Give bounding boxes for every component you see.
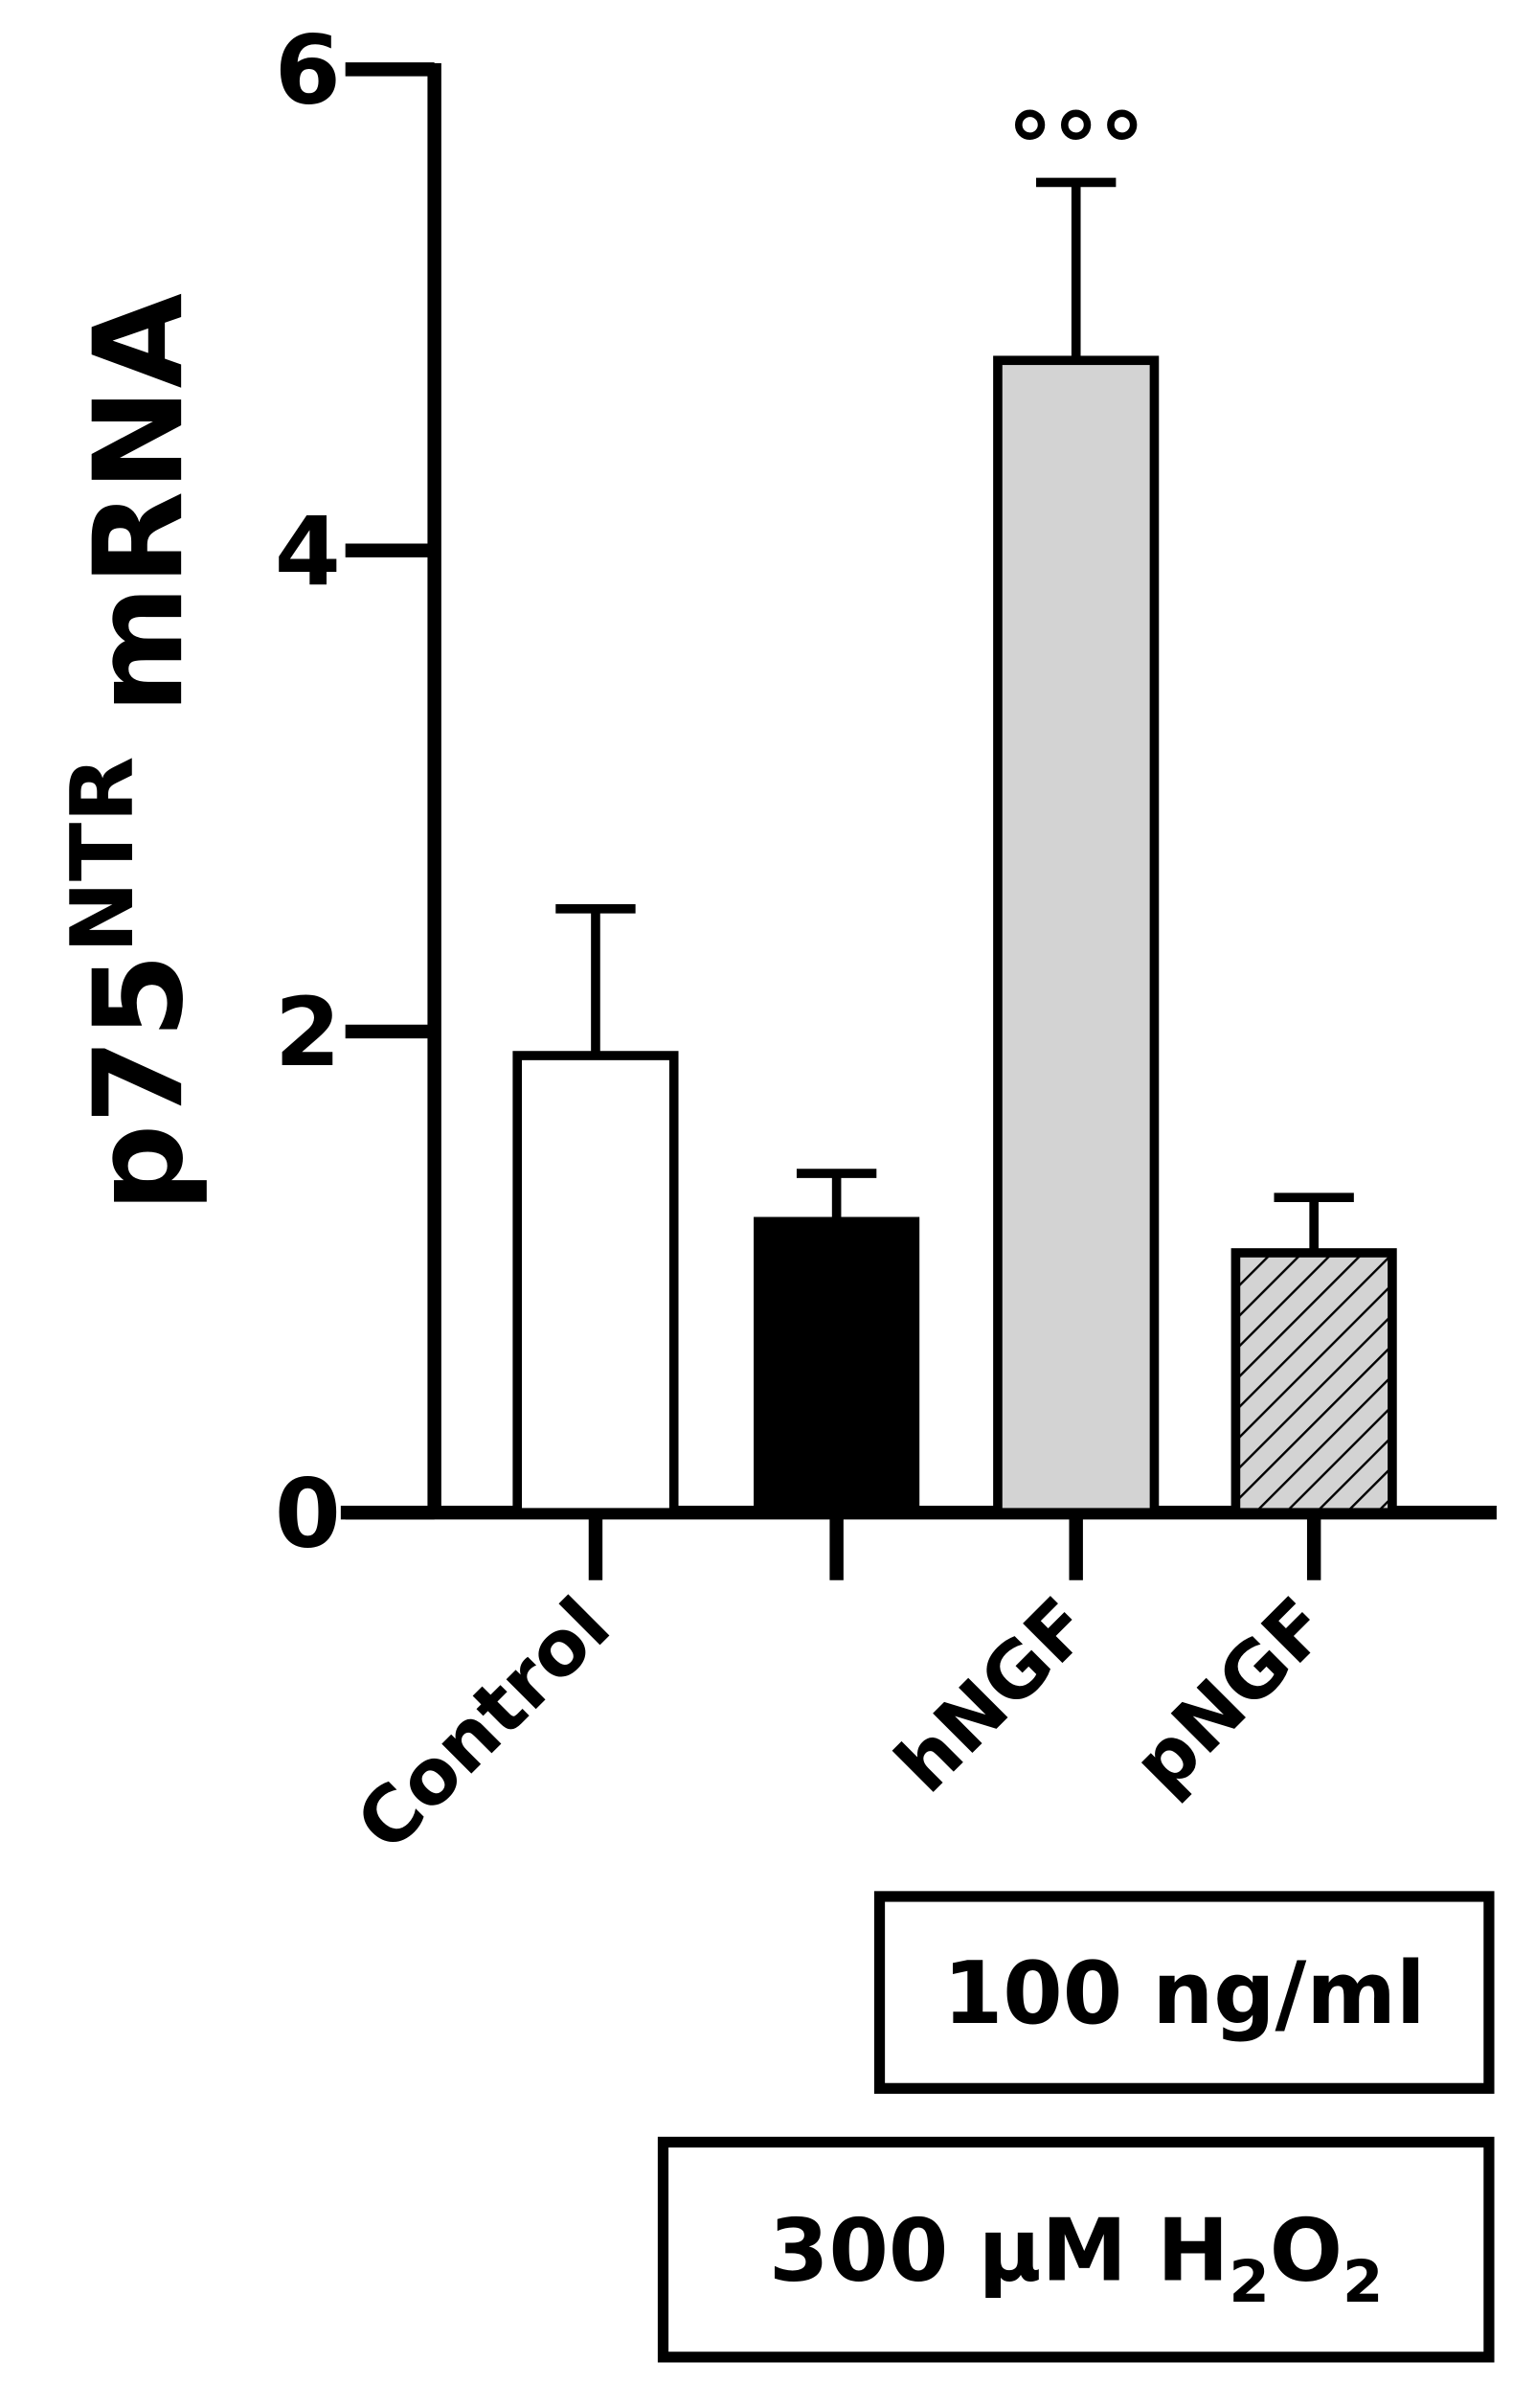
condition-part: 2	[1229, 2248, 1269, 2316]
bar	[754, 1216, 920, 1518]
y-tick-label: 0	[275, 1459, 341, 1569]
condition-part: 2	[1343, 2248, 1383, 2316]
bar	[512, 1051, 679, 1518]
condition-part: O	[1270, 2202, 1343, 2302]
x-tick-label: pNGF	[1117, 1580, 1345, 1809]
condition-label: 100 ng/ml	[943, 1944, 1426, 2044]
y-label-base: p75	[68, 953, 211, 1212]
y-tick-label: 4	[275, 497, 341, 607]
condition-box	[657, 2136, 1495, 2363]
y-axis-label: p75NTR mRNA	[54, 293, 211, 1212]
y-label-sup: NTR	[54, 757, 153, 953]
annotation: °°°	[1007, 94, 1145, 201]
condition-part: 100 ng/ml	[943, 1944, 1426, 2044]
condition-label: 300 μM H2O2	[769, 2202, 1383, 2316]
bar	[993, 355, 1160, 1518]
condition-part: 300 μM H	[769, 2202, 1229, 2302]
y-tick-label: 2	[275, 978, 341, 1088]
y-label-rest: mRNA	[68, 293, 211, 714]
x-tick-label: Control	[340, 1580, 627, 1868]
y-tick-label: 6	[275, 16, 341, 126]
condition-box	[873, 1891, 1495, 2094]
bar	[1230, 1248, 1397, 1518]
x-tick-label: hNGF	[879, 1580, 1108, 1809]
